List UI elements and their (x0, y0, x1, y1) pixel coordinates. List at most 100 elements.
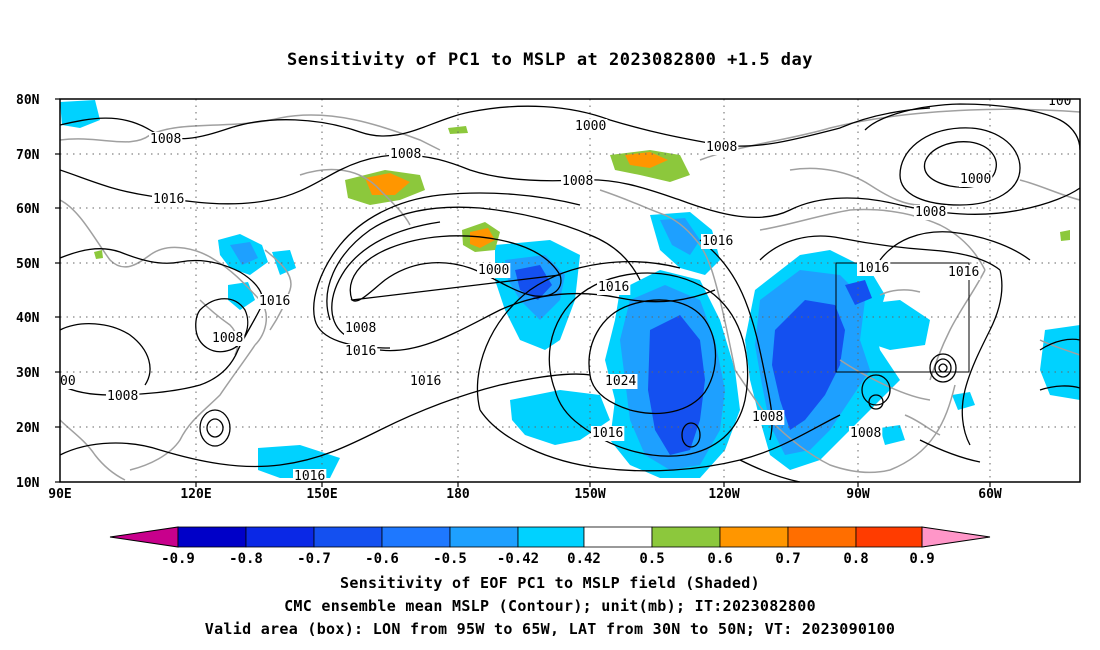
contour-line (934, 358, 952, 378)
contour-label-bg (701, 234, 735, 249)
longitude-labels: 90E 120E 150E 180 150W 120W 90W 60W (48, 487, 1002, 502)
axis-ticks (55, 98, 991, 487)
contour-label-bg (258, 294, 292, 309)
contour-line (1039, 385, 1080, 391)
contour-label: 1016 (702, 234, 733, 249)
contour-line (739, 459, 801, 482)
contour-label-bg (574, 119, 608, 134)
contour-line (206, 418, 224, 438)
shade-blob (60, 100, 100, 128)
contour-label: 1016 (153, 192, 184, 207)
contour-label: 1000 (478, 263, 509, 278)
contour-label-bg (1047, 99, 1073, 109)
sensitivity-shading (60, 100, 1080, 478)
contour-line (331, 221, 441, 336)
contour-label: 1000 (575, 119, 606, 134)
contour-label: 1016 (294, 469, 325, 484)
contour-label: 1000 (960, 172, 991, 187)
contour-line (60, 169, 341, 205)
colorbar-label: -0.8 (229, 551, 263, 567)
contour-line (868, 394, 884, 410)
contour-line (479, 409, 841, 472)
contour-label-bg (106, 389, 140, 404)
contour-label: 1008 (915, 205, 946, 220)
valid-area-box (835, 262, 970, 373)
lat-label: 50N (16, 257, 40, 272)
colorbar-segment (651, 526, 721, 548)
contour-line (339, 154, 1080, 219)
contour-label: 1016 (410, 374, 441, 389)
contour-line (350, 262, 562, 302)
colorbar-label: -0.42 (497, 551, 539, 567)
colorbar-label: -0.5 (433, 551, 467, 567)
coastline (129, 344, 256, 471)
shade-blob (1060, 230, 1070, 241)
contour-label-bg (477, 263, 511, 278)
coastline (599, 189, 736, 371)
contour-label-bg (959, 172, 993, 187)
lon-label: 120E (180, 487, 211, 502)
contour-label-bg (60, 374, 77, 389)
contour-label-bg (561, 174, 595, 189)
shade-blob (625, 152, 668, 168)
shade-blob (470, 228, 495, 248)
contour-label: 100 (1048, 94, 1071, 109)
contour-label: 1016 (592, 426, 623, 441)
colorbar-labels: -0.9 -0.8 -0.7 -0.6 -0.5 -0.42 0.42 0.5 … (161, 551, 935, 567)
lat-label: 40N (16, 311, 40, 326)
colorbar-label: 0.8 (843, 551, 868, 567)
contour-line (195, 298, 249, 353)
colorbar-label: -0.6 (365, 551, 399, 567)
mslp-contours (60, 103, 1080, 482)
contour-label: 1016 (345, 344, 376, 359)
lon-label: 120W (708, 487, 739, 502)
lon-label: 60W (978, 487, 1002, 502)
coastline (264, 249, 292, 331)
contour-line (864, 103, 1080, 151)
coastline (60, 419, 126, 481)
contour-line (929, 353, 957, 383)
contour-line (349, 235, 561, 301)
colorbar: -0.9 -0.8 -0.7 -0.6 -0.5 -0.42 0.42 0.5 … (109, 526, 991, 567)
contour-label: 1008 (706, 140, 737, 155)
contour-line (60, 373, 591, 468)
lat-label: 30N (16, 366, 40, 381)
shade-blob (448, 126, 468, 134)
contour-line (313, 192, 581, 349)
contour-label: 1016 (858, 261, 889, 276)
contour-line (899, 127, 1021, 206)
contour-label: 1008 (390, 147, 421, 162)
colorbar-label: -0.9 (161, 551, 195, 567)
colorbar-segment (313, 526, 383, 548)
coastline (1039, 339, 1080, 356)
contour-label: 1016 (948, 265, 979, 280)
coastline (879, 289, 921, 296)
caption-contour: CMC ensemble mean MSLP (Contour); unit(m… (284, 597, 816, 615)
lon-label: 90E (48, 487, 71, 502)
contour-line (476, 261, 681, 411)
contour-label-bg (604, 374, 638, 389)
contour-line (699, 239, 773, 441)
contour-line (961, 269, 1003, 446)
page-title: Sensitivity of PC1 to MSLP at 2023082800… (286, 50, 813, 70)
contour-line (839, 107, 931, 129)
contour-label-bg (149, 132, 183, 147)
contour-line (199, 409, 231, 447)
contour-label-bg (344, 344, 378, 359)
lat-label: 20N (16, 421, 40, 436)
colorbar-right-arrow (921, 526, 991, 548)
contour-label-bg (409, 374, 443, 389)
contour-label-bg (857, 261, 891, 276)
contour-label-bg (591, 426, 625, 441)
coastline (789, 167, 921, 206)
contour-label: 1008 (752, 410, 783, 425)
contour-label: 1008 (850, 426, 881, 441)
contour-label-bg (947, 265, 981, 280)
shade-blob (772, 300, 845, 430)
contour-label-bg (849, 426, 883, 441)
colorbar-segment (449, 526, 519, 548)
colorbar-segment (787, 526, 857, 548)
colorbar-segment (719, 526, 789, 548)
shade-blob (94, 250, 103, 259)
colorbar-label: 0.5 (639, 551, 664, 567)
